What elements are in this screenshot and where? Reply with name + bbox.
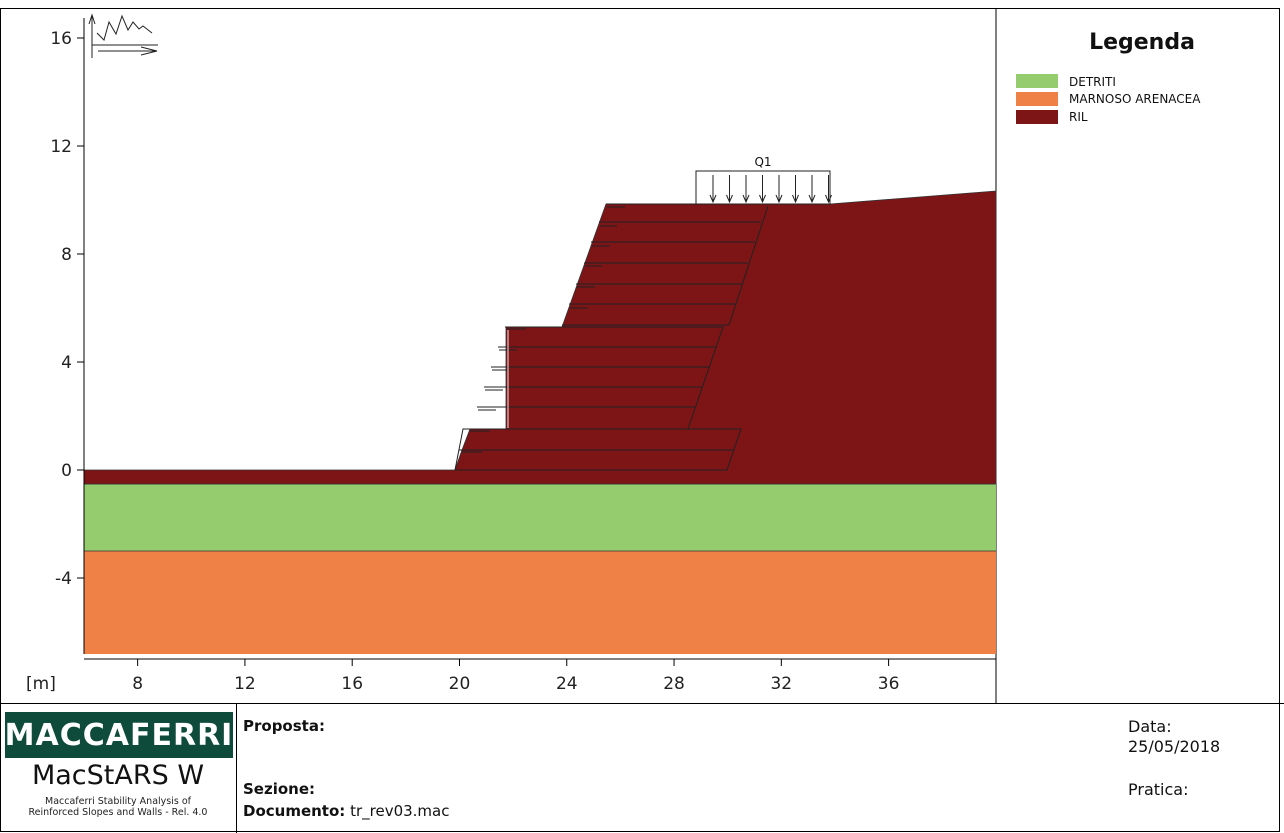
product-subtitle: Maccaferri Stability Analysis of Reinfor… xyxy=(0,796,236,818)
legend: Legenda DETRITI MARNOSO ARENACEA RIL xyxy=(1016,30,1201,124)
load-arrow xyxy=(726,175,733,204)
product-name: MacStARS W xyxy=(31,760,205,791)
sezione-label: Sezione: xyxy=(243,780,316,798)
reinforcement-boundary xyxy=(687,326,724,430)
documento-row: Documento: tr_rev03.mac xyxy=(243,802,449,820)
maccaferri-logo: MACCAFERRI xyxy=(5,712,233,758)
layer-ril xyxy=(83,190,997,485)
documento-value: tr_rev03.mac xyxy=(350,802,450,820)
load-arrow xyxy=(759,175,766,204)
x-tick-label: 24 xyxy=(556,674,578,694)
legend-label-marnoso: MARNOSO ARENACEA xyxy=(1069,92,1201,106)
reinforcement-layers-upper xyxy=(562,203,769,430)
load-box xyxy=(695,170,831,205)
legend-swatch-ril xyxy=(1016,110,1058,124)
load-arrow xyxy=(709,175,717,204)
legend-label-detriti: DETRITI xyxy=(1069,75,1116,89)
documento-label: Documento: xyxy=(243,802,346,820)
x-tick-label: 36 xyxy=(878,674,900,694)
load-arrow xyxy=(775,175,783,204)
product-subtitle-line1: Maccaferri Stability Analysis of xyxy=(45,796,191,807)
x-tick-label: 28 xyxy=(663,674,685,694)
plot-frame xyxy=(0,8,1280,832)
x-tick-label: 8 xyxy=(132,674,143,694)
y-ticks: 16 12 8 4 0 -4 xyxy=(50,29,84,589)
legend-title: Legenda xyxy=(1089,30,1195,55)
x-tick-label: 20 xyxy=(449,674,471,694)
legend-label-ril: RIL xyxy=(1069,110,1088,124)
load-arrow xyxy=(792,175,799,204)
legend-swatch-detriti xyxy=(1016,74,1058,88)
proposta-label: Proposta: xyxy=(243,717,325,735)
y-axis: 16 12 8 4 0 -4 xyxy=(50,18,85,654)
layer-detriti xyxy=(84,484,996,551)
pratica-label: Pratica: xyxy=(1128,780,1189,799)
y-tick-label: -4 xyxy=(55,569,72,589)
y-tick-label: 16 xyxy=(50,29,72,49)
y-tick-label: 4 xyxy=(61,353,72,373)
reinforcement-block xyxy=(454,428,742,471)
y-tick-label: 8 xyxy=(61,245,72,265)
load-arrows xyxy=(709,175,832,204)
load-arrow xyxy=(808,175,816,204)
x-tick-label: 16 xyxy=(341,674,363,694)
x-tick-label: 32 xyxy=(770,674,792,694)
graph-icon xyxy=(88,13,158,58)
load-q1 xyxy=(695,170,832,205)
reinforcement-boundary xyxy=(728,205,769,326)
product-subtitle-line2: Reinforced Slopes and Walls - Rel. 4.0 xyxy=(28,807,208,818)
y-tick-label: 12 xyxy=(50,137,72,157)
x-axis-unit: [m] xyxy=(26,674,56,694)
data-value: 25/05/2018 xyxy=(1128,737,1221,756)
legend-swatch-marnoso xyxy=(1016,92,1058,106)
x-tick-label: 12 xyxy=(234,674,256,694)
load-label: Q1 xyxy=(754,155,771,169)
reinforcement-layers-lower xyxy=(454,428,742,471)
data-label: Data: xyxy=(1128,717,1172,736)
logo-text: MACCAFERRI xyxy=(4,717,234,753)
load-arrow xyxy=(742,175,750,204)
load-arrow xyxy=(825,175,832,204)
reinforcement-layers-middle xyxy=(470,326,723,430)
x-axis: 8 12 16 20 24 28 32 36 [m] xyxy=(26,658,996,694)
y-tick-label: 0 xyxy=(61,461,72,481)
x-ticks: 8 12 16 20 24 28 32 36 xyxy=(132,659,899,694)
layer-marnoso-arenacea xyxy=(84,551,996,654)
